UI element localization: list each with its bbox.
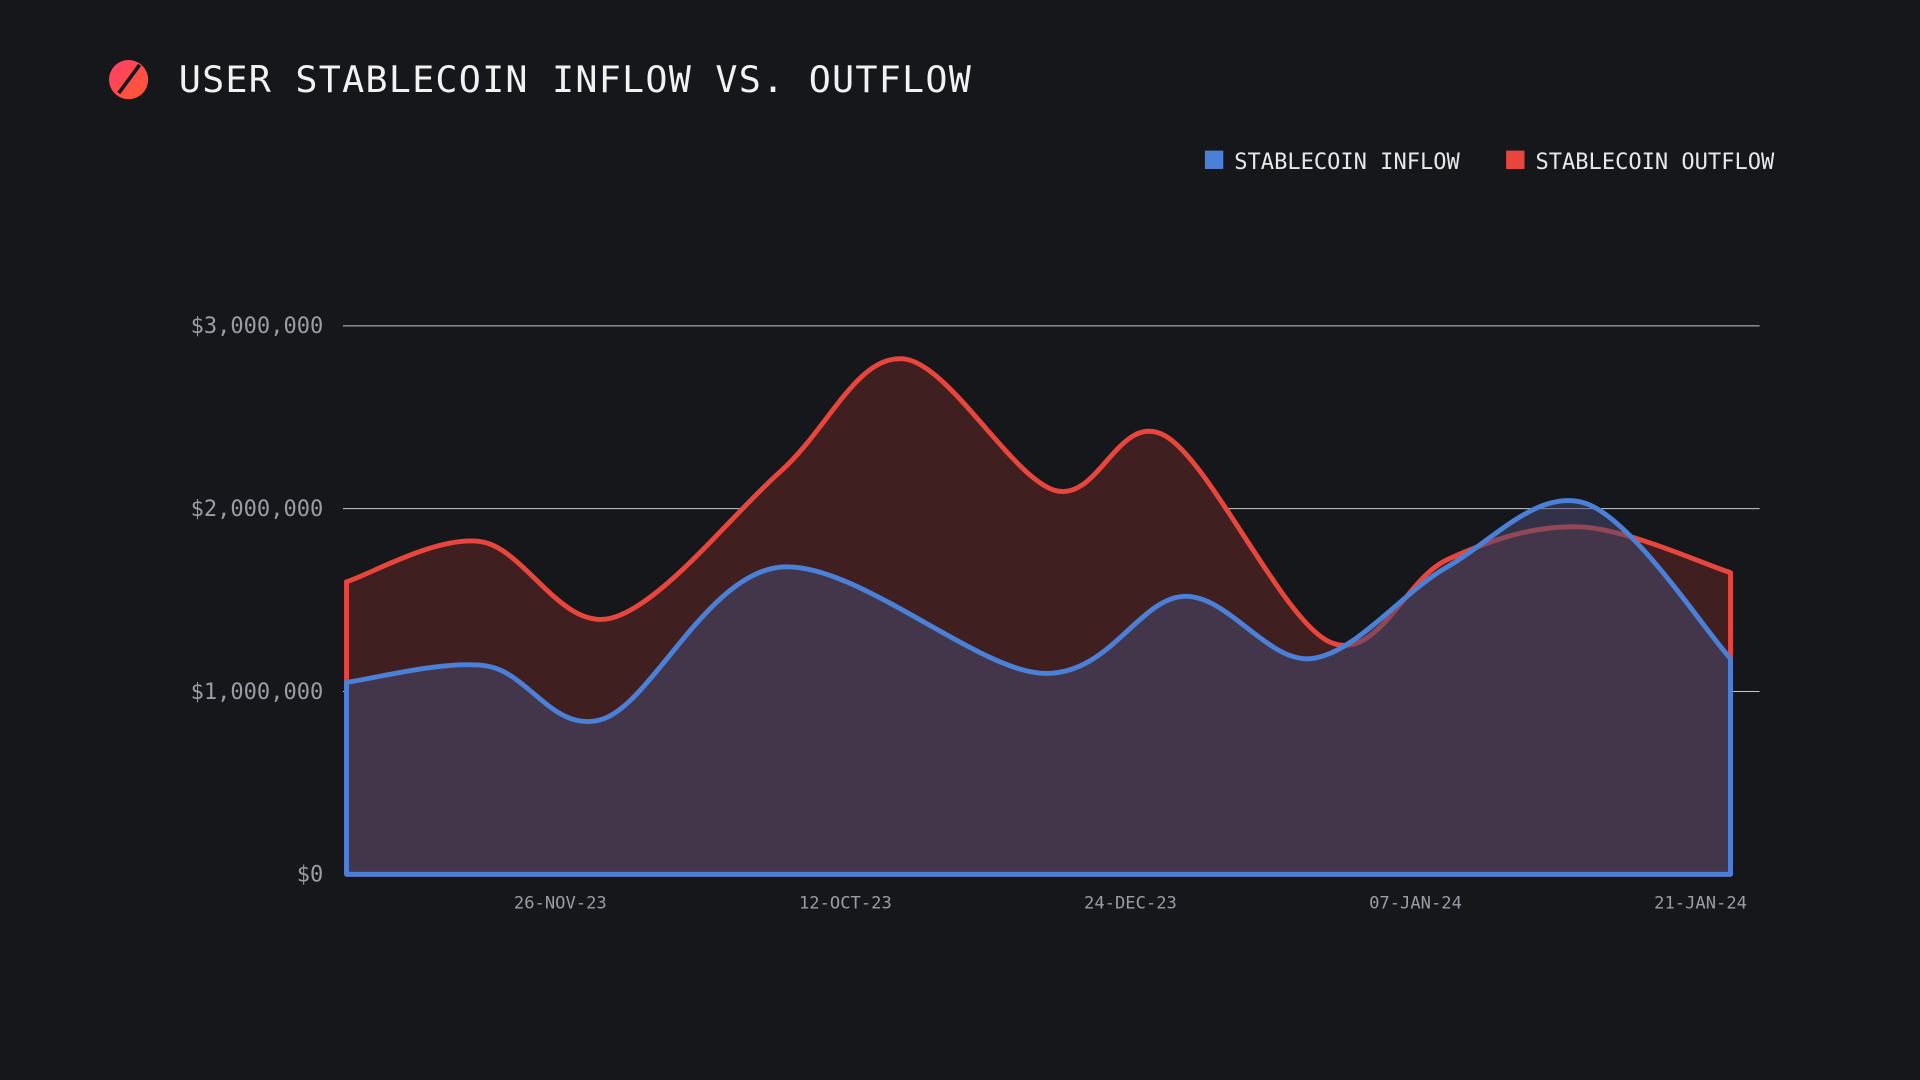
logo-icon	[108, 60, 149, 100]
x-tick-label: 24-DEC-23	[1084, 894, 1177, 914]
legend-label-outflow: STABLECOIN OUTFLOW	[1536, 150, 1775, 175]
y-tick-label: $0	[297, 863, 324, 888]
x-tick-label: 21-JAN-24	[1654, 894, 1747, 914]
legend-swatch-inflow	[1204, 150, 1224, 169]
legend-label-inflow: STABLECOIN INFLOW	[1234, 150, 1460, 175]
legend: STABLECOIN INFLOW STABLECOIN OUTFLOW	[1204, 150, 1775, 175]
chart-title: USER STABLECOIN INFLOW VS. OUTFLOW	[179, 58, 972, 101]
stablecoin-inflow-area	[344, 498, 1733, 877]
legend-swatch-outflow	[1506, 150, 1525, 169]
y-tick-label: $2,000,000	[191, 497, 324, 522]
y-tick-label: $3,000,000	[191, 314, 324, 339]
x-tick-label: 26-NOV-23	[514, 894, 607, 914]
y-tick-label: $1,000,000	[191, 680, 324, 705]
x-tick-label: 12-OCT-23	[799, 894, 892, 914]
x-tick-label: 07-JAN-24	[1369, 894, 1462, 914]
